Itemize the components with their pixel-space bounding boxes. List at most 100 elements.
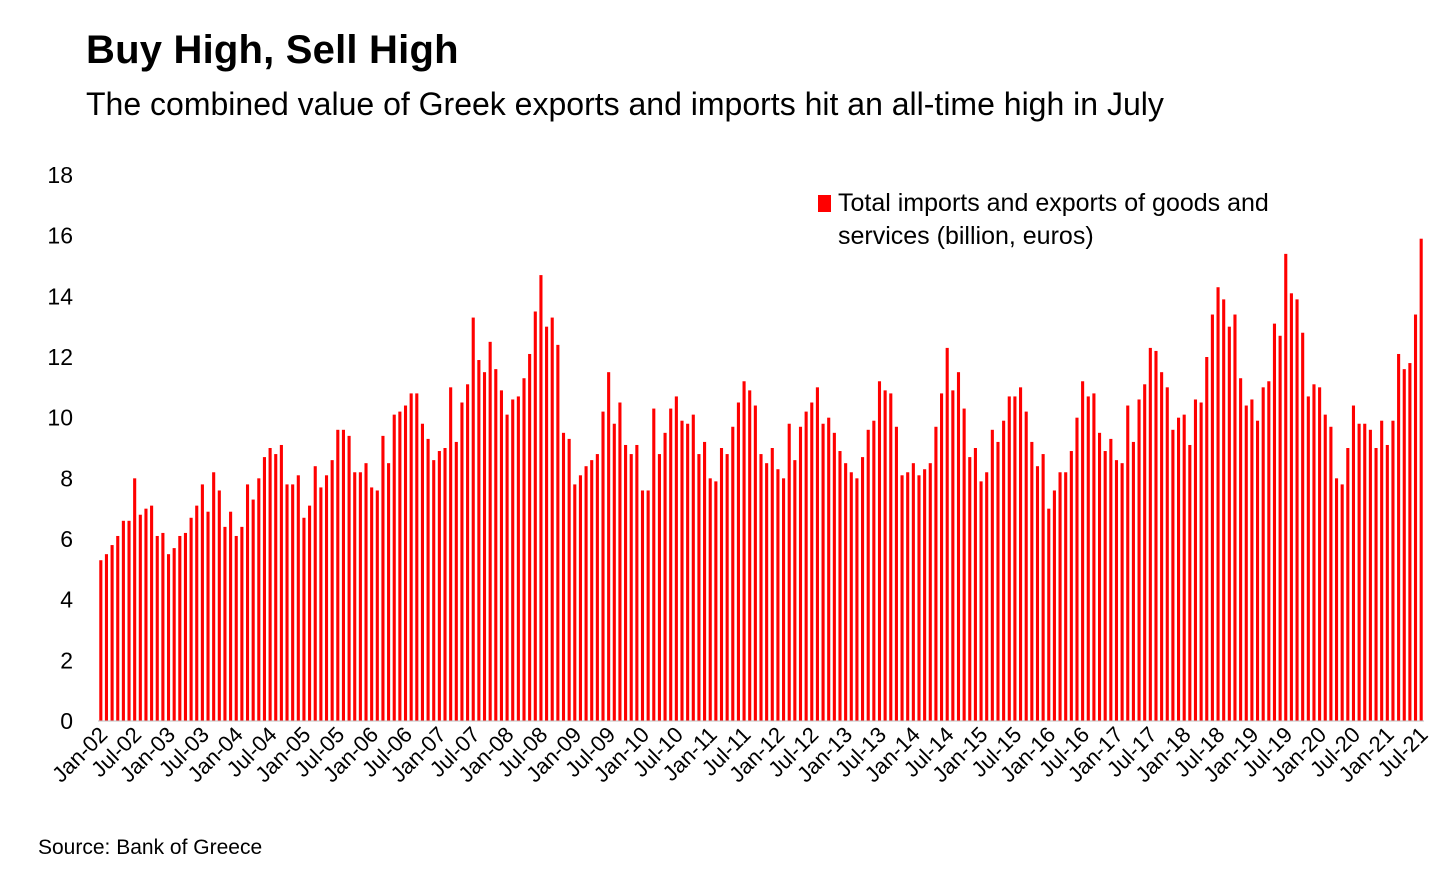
bar xyxy=(1419,238,1423,721)
bar xyxy=(810,402,814,721)
bar xyxy=(183,532,188,721)
bar xyxy=(212,472,216,721)
bar xyxy=(1312,384,1316,721)
bar xyxy=(832,432,836,721)
bar xyxy=(443,448,447,721)
bar xyxy=(1363,423,1367,721)
bar xyxy=(1193,399,1198,721)
bar xyxy=(561,432,566,721)
bar xyxy=(381,435,385,721)
bar xyxy=(522,378,526,721)
bar xyxy=(1109,438,1113,721)
bar xyxy=(573,484,577,721)
bar xyxy=(1239,378,1243,721)
bar xyxy=(1272,323,1277,721)
bar xyxy=(1329,426,1333,721)
bar xyxy=(313,466,317,721)
bar xyxy=(736,402,740,721)
bar xyxy=(482,372,487,721)
y-tick-label: 6 xyxy=(60,526,73,552)
bar xyxy=(415,393,419,721)
bar xyxy=(200,484,204,721)
bar xyxy=(556,344,560,721)
bar xyxy=(1380,420,1384,721)
bar xyxy=(460,402,464,721)
bar xyxy=(624,444,628,721)
bar xyxy=(178,535,182,721)
bar xyxy=(358,472,362,721)
bar xyxy=(466,384,470,721)
bar xyxy=(240,526,244,721)
bar xyxy=(1114,460,1119,721)
bar xyxy=(894,426,898,721)
bar xyxy=(104,554,109,721)
y-tick-label: 10 xyxy=(47,405,73,431)
bar xyxy=(844,463,848,721)
bar xyxy=(223,526,227,721)
bar xyxy=(291,484,295,721)
bar xyxy=(900,475,904,721)
bar xyxy=(1030,441,1034,721)
bar xyxy=(1052,490,1056,721)
legend-label-line1: Total imports and exports of goods and xyxy=(838,189,1269,217)
bar xyxy=(1188,444,1192,721)
bar xyxy=(849,472,853,721)
bar xyxy=(449,387,453,721)
bar xyxy=(308,505,312,721)
bar xyxy=(911,463,915,721)
bar xyxy=(1289,293,1293,721)
bar xyxy=(499,390,503,721)
bar xyxy=(1244,405,1248,721)
bar xyxy=(494,369,498,721)
bar xyxy=(742,381,746,721)
bar xyxy=(150,505,154,721)
bar xyxy=(121,520,125,721)
y-tick-label: 0 xyxy=(60,708,73,734)
bar xyxy=(398,411,402,721)
bar xyxy=(590,460,594,721)
bar xyxy=(719,448,724,721)
bar xyxy=(640,490,645,721)
bar xyxy=(612,423,616,721)
bar xyxy=(1137,399,1141,721)
bar xyxy=(883,390,887,721)
bar xyxy=(133,478,137,721)
bar xyxy=(1408,363,1412,721)
bar xyxy=(928,463,932,721)
bar xyxy=(635,444,639,721)
bar xyxy=(375,490,379,721)
bar xyxy=(1368,429,1372,721)
bar xyxy=(364,463,368,721)
bar xyxy=(403,405,408,721)
bar xyxy=(437,451,441,721)
y-tick-label: 18 xyxy=(47,162,73,188)
bar xyxy=(1413,314,1418,721)
bar xyxy=(477,360,481,721)
legend-label-line2: services (billion, euros) xyxy=(838,222,1094,250)
bar xyxy=(110,545,114,721)
bar xyxy=(787,423,791,721)
bar xyxy=(268,448,272,721)
chart-subtitle: The combined value of Greek exports and … xyxy=(86,86,1164,122)
y-tick-label: 14 xyxy=(47,283,73,309)
y-tick-label: 16 xyxy=(47,223,73,249)
bar xyxy=(714,481,718,721)
bar xyxy=(889,393,893,721)
bar xyxy=(1092,393,1096,721)
bar xyxy=(1346,448,1350,721)
bar xyxy=(533,311,537,721)
bar xyxy=(669,408,673,721)
bar xyxy=(1086,396,1090,721)
bar-series xyxy=(99,238,1423,721)
bar xyxy=(838,451,842,721)
bar xyxy=(906,472,910,721)
bar xyxy=(601,411,605,721)
bar xyxy=(229,511,233,721)
legend: Total imports and exports of goods and s… xyxy=(818,189,1269,250)
bar xyxy=(206,511,210,721)
bar xyxy=(392,414,396,721)
bar xyxy=(1295,299,1299,721)
bar xyxy=(985,472,989,721)
bar xyxy=(516,396,520,721)
bar xyxy=(872,420,876,721)
